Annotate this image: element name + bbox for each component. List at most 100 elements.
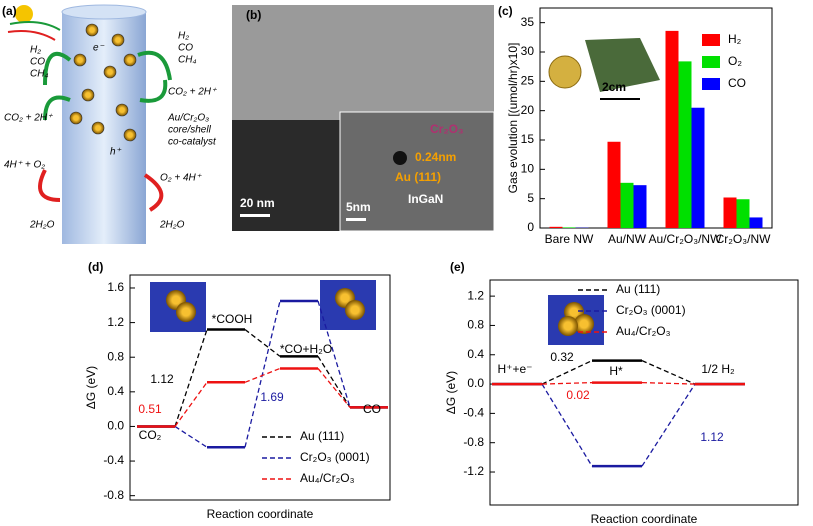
connector: [174, 381, 208, 427]
y-tick-label: 0.8: [107, 349, 124, 363]
y-tick-label: -0.4: [463, 406, 484, 420]
scale-bar: [346, 218, 366, 221]
connector: [541, 360, 593, 385]
image-label: Au (111): [395, 170, 441, 184]
connector: [641, 381, 696, 385]
y-tick-label: 0.0: [467, 376, 484, 390]
legend-label: Au₄/Cr₂O₃: [300, 471, 355, 485]
illustration-label: H₂: [178, 31, 189, 42]
bar: [736, 199, 750, 228]
inset-label: 2cm: [602, 80, 626, 94]
sun: [15, 5, 33, 23]
scale-bar: [240, 214, 270, 217]
bar: [665, 30, 679, 228]
y-tick-label: -1.2: [463, 464, 484, 478]
legend-label: Cr₂O₃ (0001): [300, 450, 370, 464]
structure-insets: [150, 280, 604, 345]
panel-label: (b): [246, 8, 261, 22]
y-tick-label: 10: [521, 162, 535, 176]
y-tick-label: 0.0: [107, 419, 124, 433]
illustration-label: CO: [30, 57, 45, 68]
illustration-label: e⁻: [93, 43, 105, 54]
illustration-label: h⁺: [110, 147, 122, 158]
connector: [174, 329, 208, 427]
illustration-label: CH₄: [178, 55, 196, 66]
illustration-label: CO₂ + 2H⁺: [168, 87, 217, 98]
bar: [691, 107, 705, 228]
connector: [541, 381, 593, 385]
state-label: H*: [609, 364, 623, 378]
bar: [607, 141, 621, 228]
image-label: 20 nm: [240, 196, 275, 210]
state-label: 1/2 H₂: [701, 362, 735, 376]
scale-bar: [600, 98, 640, 100]
legend-label: Cr₂O₃ (0001): [616, 303, 686, 317]
state-label: CO: [363, 402, 381, 416]
connector: [317, 300, 351, 408]
legend-swatch: [702, 78, 720, 90]
wafer: [585, 38, 660, 92]
bar: [723, 197, 737, 228]
y-tick-label: 15: [521, 132, 535, 146]
illustration-label: CH₄: [30, 69, 48, 80]
state-label: *CO+H₂O: [280, 342, 332, 356]
annotation: 1.69: [260, 390, 284, 404]
illustration-label: 2H₂O: [29, 220, 55, 231]
y-tick-label: 0: [527, 220, 534, 234]
connector: [541, 383, 593, 467]
y-tick-label: 25: [521, 74, 535, 88]
x-tick-label: Bare NW: [545, 232, 594, 246]
y-tick-label: 20: [521, 103, 535, 117]
tem-image: [232, 5, 495, 232]
annotation: 0.32: [550, 350, 574, 364]
legend-label: Au (111): [300, 429, 344, 443]
tem-inset: [339, 111, 495, 232]
connector: [244, 300, 281, 448]
image-label: 5nm: [346, 200, 371, 214]
legend-swatch: [702, 56, 720, 68]
state-label: *COOH: [212, 312, 253, 326]
illustration-label: CO: [178, 43, 193, 54]
state-label: CO₂: [139, 428, 162, 442]
bar: [749, 217, 763, 228]
panel-label: (c): [498, 4, 513, 18]
illustration-label: CO₂ + 2H⁺: [4, 113, 53, 124]
illustration-label: Au/Cr₂O₃: [167, 113, 209, 124]
arrows: [7, 21, 172, 212]
panel-label: (e): [450, 260, 465, 274]
y-axis-label: Gas evolution [(umol/hr)x10]: [506, 43, 520, 194]
image-label: 0.24nm: [415, 150, 456, 164]
panel-label: (a): [2, 4, 17, 18]
y-tick-label: 30: [521, 44, 535, 58]
bar: [678, 61, 692, 229]
legend-swatch: [702, 34, 720, 46]
image-label: InGaN: [408, 192, 443, 206]
bar: [549, 226, 563, 228]
illustration-label: core/shell: [168, 125, 212, 136]
illustration-label: 2H₂O: [159, 220, 185, 231]
nanowire-illustration: [7, 4, 172, 244]
tem-particle: [393, 151, 407, 165]
plot-frame: [539, 7, 773, 229]
legend-label: Au₄/Cr₂O₃: [616, 324, 671, 338]
y-tick-label: 35: [521, 15, 535, 29]
y-tick-label: -0.8: [103, 488, 124, 502]
x-tick-label: Au/Cr₂O₃/NW: [649, 232, 723, 246]
plot-frame: [129, 274, 391, 501]
y-tick-label: 5: [527, 191, 534, 205]
annotation: 1.12: [150, 372, 174, 386]
connector: [641, 360, 696, 385]
y-tick-label: 0.8: [467, 318, 484, 332]
photo-inset: [548, 38, 660, 100]
connector: [244, 367, 281, 383]
annotation: 0.02: [566, 388, 590, 402]
bar: [620, 182, 634, 228]
illustration-label: 4H⁺ + O₂: [4, 160, 45, 171]
coin: [548, 55, 582, 89]
particles: [69, 23, 137, 142]
illustration-label: co-catalyst: [168, 137, 217, 148]
legend-label: O₂: [728, 54, 742, 68]
connector: [641, 383, 696, 467]
connector: [244, 329, 281, 357]
